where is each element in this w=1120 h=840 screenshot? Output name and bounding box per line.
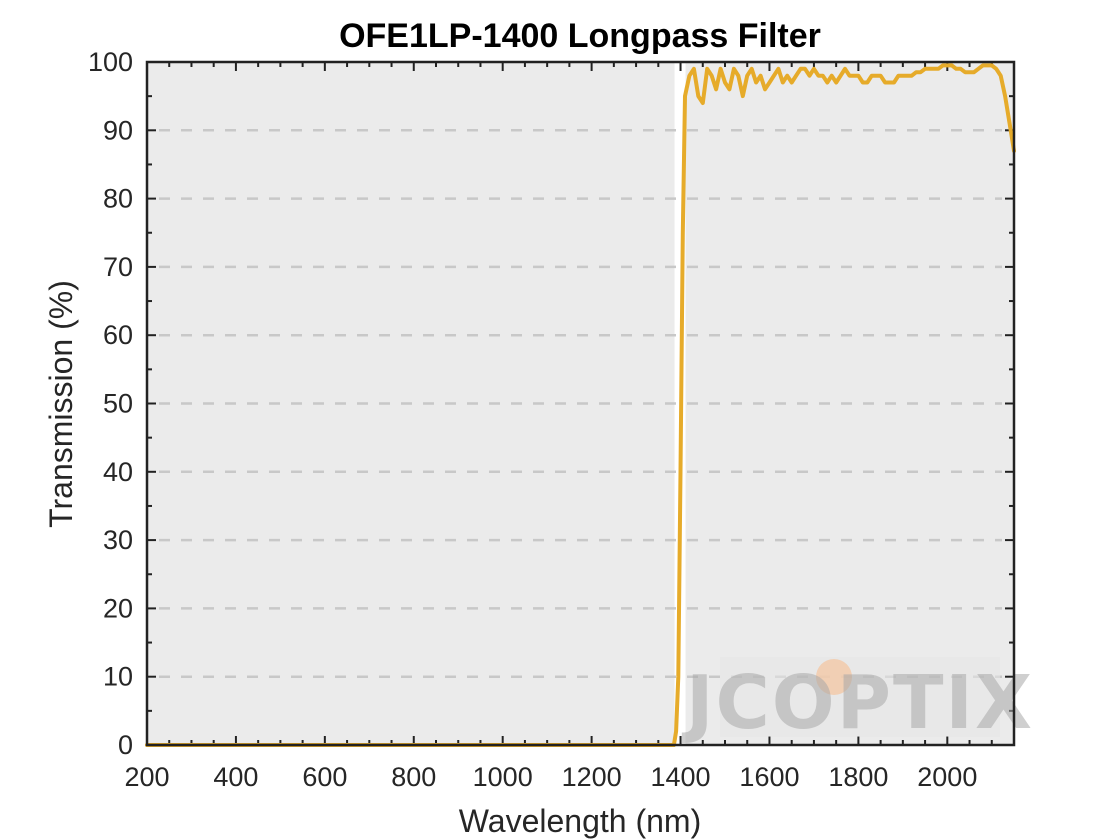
x-tick-label: 1200 <box>562 762 622 792</box>
x-tick-label: 400 <box>213 762 258 792</box>
x-tick-label: 1400 <box>650 762 710 792</box>
y-tick-label: 90 <box>103 115 133 145</box>
y-axis-label: Transmission (%) <box>43 280 79 528</box>
x-tick-label: 600 <box>302 762 347 792</box>
x-tick-labels: 200 400 600 800 1000 1200 1400 1600 1800 2000 <box>124 762 977 792</box>
watermark-text: JCOPTIX <box>681 660 1034 746</box>
y-tick-label: 100 <box>88 47 133 77</box>
y-tick-label: 80 <box>103 184 133 214</box>
plot-frame <box>145 60 1016 747</box>
watermark-accent-circle <box>816 659 852 695</box>
x-tick-label: 1000 <box>473 762 533 792</box>
watermark-backing <box>720 657 1000 737</box>
watermark-logo: JCOPTIX <box>681 657 1034 746</box>
y-tick-label: 20 <box>103 593 133 623</box>
y-tick-label: 50 <box>103 389 133 419</box>
y-tick-label: 60 <box>103 320 133 350</box>
gridlines <box>159 129 1002 678</box>
y-tick-labels: 0 10 20 30 40 50 60 70 80 90 100 <box>88 47 133 760</box>
y-tick-label: 40 <box>103 457 133 487</box>
series-line <box>145 63 1016 747</box>
x-axis-label: Wavelength (nm) <box>459 803 701 839</box>
x-tick-label: 1600 <box>739 762 799 792</box>
y-tick-label: 0 <box>118 730 133 760</box>
x-tick-label: 1800 <box>828 762 888 792</box>
chart-title: OFE1LP-1400 Longpass Filter <box>339 17 821 55</box>
x-tick-label: 200 <box>124 762 169 792</box>
y-tick-label: 30 <box>103 525 133 555</box>
x-tick-label: 2000 <box>917 762 977 792</box>
y-tick-label: 10 <box>103 662 133 692</box>
series-layer <box>145 63 1016 747</box>
y-tick-label: 70 <box>103 252 133 282</box>
x-tick-label: 800 <box>391 762 436 792</box>
